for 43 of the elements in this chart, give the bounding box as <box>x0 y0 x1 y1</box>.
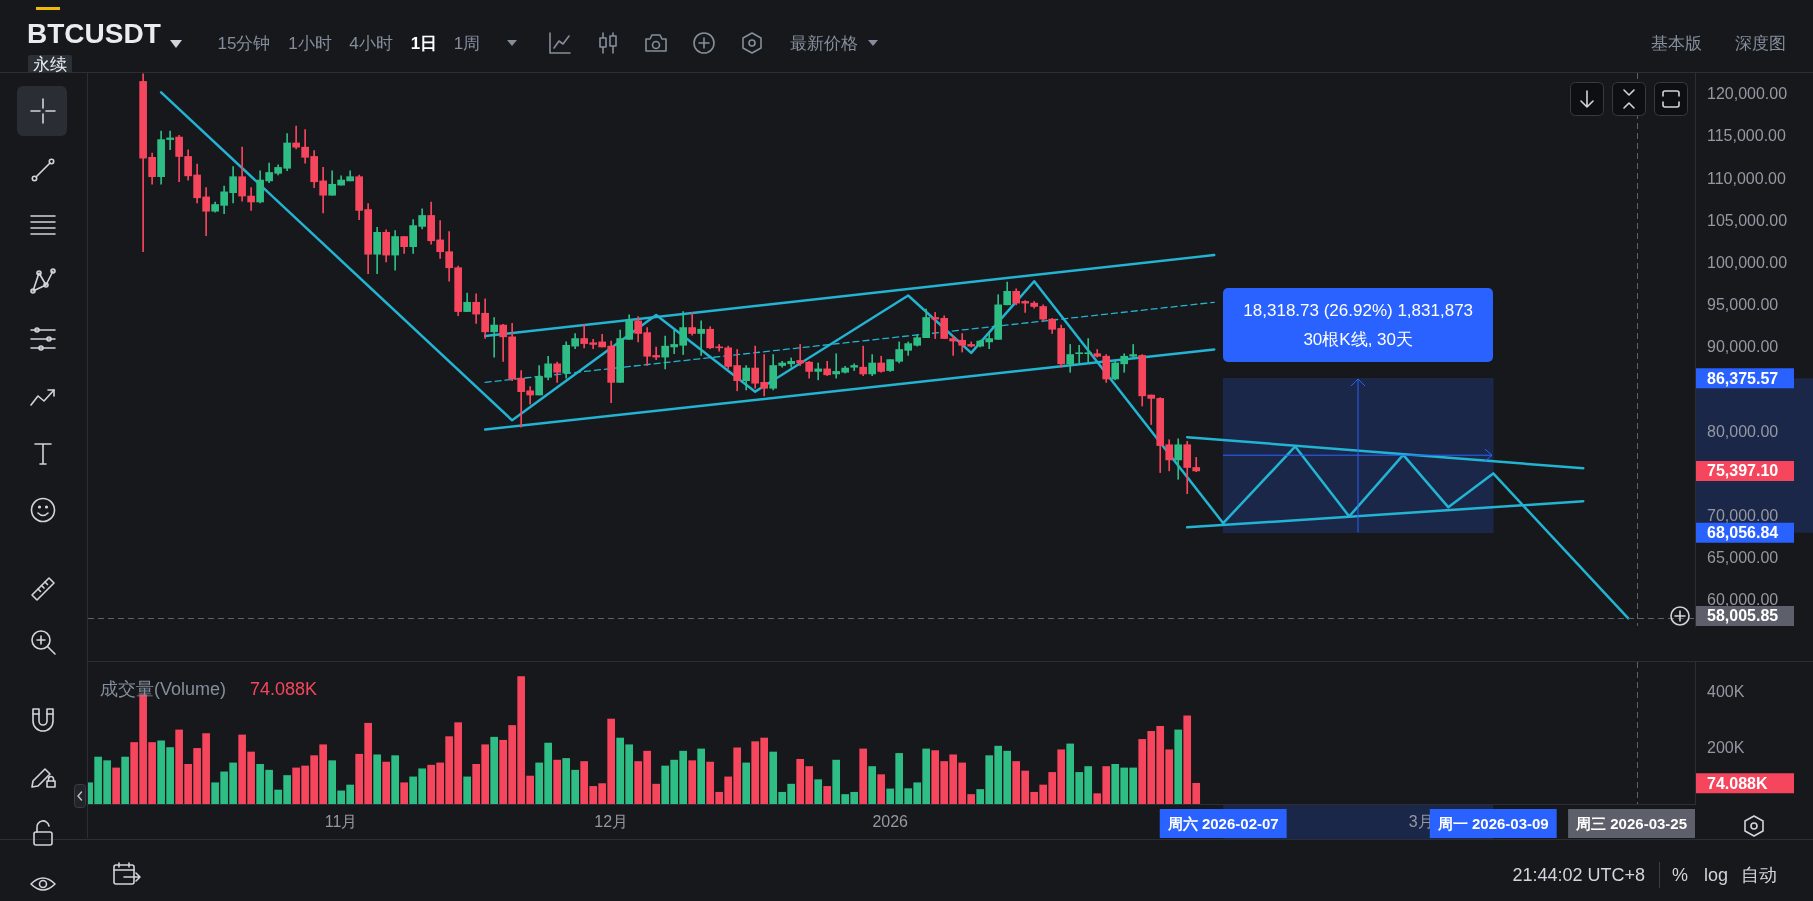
ref-line-label: 周三 2026-03-25 <box>1575 814 1688 832</box>
text: 75,397.10 <box>1707 462 1779 480</box>
text: 周六 2026-02-07 <box>1166 814 1279 832</box>
text: % <box>1671 864 1689 885</box>
y-tick-label: 70,000.00 <box>1707 506 1779 524</box>
y-tick-label: 110,000.00 <box>1707 169 1786 187</box>
text: log <box>1703 864 1729 885</box>
text: 基本版 <box>1650 34 1702 54</box>
text: 周一 2026-03-09 <box>1436 814 1549 832</box>
chart-title: BTCUSDT <box>27 17 161 49</box>
text: 自动 <box>1741 864 1777 885</box>
y-tick-label: 200K <box>1707 738 1745 756</box>
x-tick-label: 3月 <box>1408 813 1434 831</box>
text: 68,056.84 <box>1707 524 1779 542</box>
text: 15分钟 <box>217 34 271 54</box>
annotation: 18,318.73 (26.92%) 1,831,873 <box>1243 301 1474 321</box>
y-tick-label: 115,000.00 <box>1707 127 1786 145</box>
text: 1周 <box>453 34 481 54</box>
x-tick-label: 11月 <box>324 813 358 831</box>
text: 74.088K <box>250 678 318 699</box>
text: 4小时 <box>349 34 393 54</box>
ref-line-label: 58,005.85 <box>1707 607 1779 625</box>
text: 21:44:02 UTC+8 <box>1512 864 1645 885</box>
text: 最新价格 <box>790 34 858 54</box>
y-tick-label: 95,000.00 <box>1707 296 1779 314</box>
text: 深度图 <box>1734 34 1786 54</box>
y-tick-label: 60,000.00 <box>1707 591 1779 609</box>
x-tick-label: 2026 <box>872 813 909 831</box>
y-tick-label: 80,000.00 <box>1707 422 1779 440</box>
y-tick-label: 120,000.00 <box>1707 85 1788 103</box>
y-tick-label: 65,000.00 <box>1707 548 1779 566</box>
chart-subtitle: 永续 <box>33 55 67 74</box>
text: 74.088K <box>1707 774 1768 792</box>
x-tick-label: 12月 <box>594 813 629 831</box>
y-tick-label: 400K <box>1707 682 1745 700</box>
text: 1小时 <box>288 34 332 54</box>
y-tick-label: 100,000.00 <box>1707 253 1788 271</box>
band-label: 30根K线, 30天 <box>1303 330 1414 350</box>
y-tick-label: 105,000.00 <box>1707 211 1788 229</box>
y-tick-label: 90,000.00 <box>1707 338 1779 356</box>
text: 86,375.57 <box>1707 369 1779 387</box>
text: 1日 <box>410 34 438 54</box>
text: 成交量(Volume) <box>100 678 227 699</box>
